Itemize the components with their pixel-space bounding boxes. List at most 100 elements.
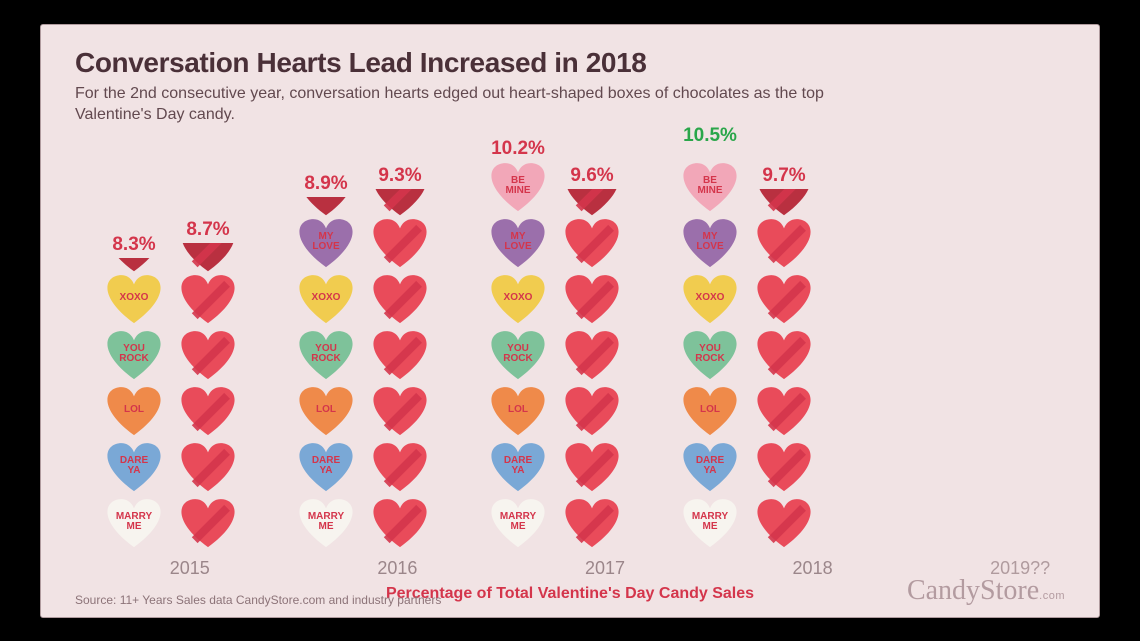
- conversation-heart: XOXO: [105, 274, 163, 326]
- chocolate-hearts-column: 9.3%: [371, 165, 429, 550]
- chocolate-pct-label: 8.7%: [186, 219, 229, 241]
- chocolate-heart: [371, 386, 429, 438]
- heart-label: LOL: [700, 405, 720, 415]
- conversation-hearts-stack: XOXOYOU ROCK LOL DARE YA MARRY ME: [105, 274, 163, 550]
- conversation-heart: LOL: [489, 386, 547, 438]
- year-group: 10.2% BE MINE MY LOVE XOXO YOU ROCK LOL DARE Y…: [489, 138, 621, 550]
- partial-heart: [371, 189, 429, 218]
- conversation-pct-label: 8.3%: [112, 234, 155, 256]
- chocolate-heart: [563, 330, 621, 382]
- chart-area: 8.3%XOXOYOU ROCKLOLDARE YAMARRY ME8.7% 8…: [75, 140, 1065, 550]
- conversation-heart: BE MINE: [489, 162, 547, 214]
- chocolate-heart: [179, 330, 237, 382]
- conversation-heart: MARRY ME: [489, 498, 547, 550]
- conversation-heart: MARRY ME: [297, 498, 355, 550]
- conversation-heart: MARRY ME: [681, 498, 739, 550]
- conversation-heart: XOXO: [681, 274, 739, 326]
- brand-name: CandyStore: [907, 575, 1039, 606]
- year-group: 10.5%BE MINEMY LOVEXOXOYOU ROCKLOLDARE Y…: [681, 125, 813, 550]
- heart-label: MARRY ME: [692, 512, 728, 532]
- heart-label: YOU ROCK: [695, 344, 724, 364]
- year-group: 8.3% XOXOYOU ROCK LOL DARE YA MARRY ME 8.7%: [105, 219, 237, 550]
- chocolate-heart: [563, 386, 621, 438]
- chocolate-heart: [371, 498, 429, 550]
- conversation-heart: YOU ROCK: [489, 330, 547, 382]
- heart-label: YOU ROCK: [311, 344, 340, 364]
- heart-label: MY LOVE: [312, 232, 339, 252]
- chocolate-hearts-stack: [755, 218, 813, 550]
- heart-label: BE MINE: [506, 176, 531, 196]
- chocolate-heart: [755, 218, 813, 270]
- footer: Source: 11+ Years Sales data CandyStore.…: [75, 575, 1065, 607]
- conversation-hearts-column: 8.3% XOXOYOU ROCK LOL DARE YA MARRY ME: [105, 234, 163, 550]
- conversation-heart: LOL: [297, 386, 355, 438]
- partial-heart: [105, 258, 163, 274]
- conversation-heart: LOL: [105, 386, 163, 438]
- heart-label: MY LOVE: [504, 232, 531, 252]
- heart-label: XOXO: [504, 293, 533, 303]
- conversation-hearts-column: 8.9% MY LOVE XOXO YOU ROCK LOL DARE YA MARRY M…: [297, 173, 355, 550]
- heart-label: MARRY ME: [500, 512, 536, 532]
- chocolate-pct-label: 9.7%: [762, 165, 805, 187]
- chocolate-hearts-column: 8.7%: [179, 219, 237, 550]
- heart-label: YOU ROCK: [503, 344, 532, 364]
- heart-label: MARRY ME: [116, 512, 152, 532]
- heart-label: XOXO: [312, 293, 341, 303]
- partial-heart: [179, 243, 237, 274]
- chart-title: Conversation Hearts Lead Increased in 20…: [75, 47, 1065, 79]
- chocolate-heart: [179, 386, 237, 438]
- chocolate-heart: [371, 218, 429, 270]
- brand-suffix: .com: [1039, 590, 1065, 602]
- chocolate-heart: [563, 498, 621, 550]
- conversation-hearts-stack: BE MINEMY LOVEXOXOYOU ROCKLOLDARE YAMARR…: [681, 162, 739, 550]
- heart-label: DARE YA: [312, 456, 340, 476]
- source-text: Source: 11+ Years Sales data CandyStore.…: [75, 593, 441, 607]
- partial-heart: [681, 149, 739, 162]
- chocolate-heart: [371, 442, 429, 494]
- chocolate-hearts-stack: [371, 218, 429, 550]
- conversation-heart: MARRY ME: [105, 498, 163, 550]
- infographic-card: Conversation Hearts Lead Increased in 20…: [40, 24, 1100, 618]
- partial-heart: [297, 197, 355, 218]
- conversation-pct-label: 10.2%: [491, 138, 545, 160]
- heart-label: MARRY ME: [308, 512, 344, 532]
- conversation-heart: YOU ROCK: [681, 330, 739, 382]
- conversation-heart: DARE YA: [297, 442, 355, 494]
- conversation-heart: MY LOVE: [489, 218, 547, 270]
- chocolate-hearts-column: 9.7%: [755, 165, 813, 550]
- chocolate-pct-label: 9.6%: [570, 165, 613, 187]
- conversation-heart: YOU ROCK: [105, 330, 163, 382]
- conversation-heart: DARE YA: [105, 442, 163, 494]
- heart-label: XOXO: [696, 293, 725, 303]
- conversation-heart: YOU ROCK: [297, 330, 355, 382]
- chocolate-heart: [563, 218, 621, 270]
- year-group: 8.9% MY LOVE XOXO YOU ROCK LOL DARE YA MARRY M…: [297, 165, 429, 550]
- conversation-heart: XOXO: [297, 274, 355, 326]
- chart-subtitle: For the 2nd consecutive year, conversati…: [75, 83, 895, 126]
- chocolate-heart: [755, 274, 813, 326]
- conversation-hearts-stack: MY LOVE XOXO YOU ROCK LOL DARE YA MARRY ME: [297, 218, 355, 550]
- chocolate-heart: [755, 442, 813, 494]
- heart-label: DARE YA: [120, 456, 148, 476]
- heart-label: LOL: [508, 405, 528, 415]
- conversation-pct-label: 8.9%: [304, 173, 347, 195]
- conversation-hearts-column: 10.2% BE MINE MY LOVE XOXO YOU ROCK LOL DARE Y…: [489, 138, 547, 550]
- heart-label: LOL: [316, 405, 336, 415]
- chocolate-pct-label: 9.3%: [378, 165, 421, 187]
- partial-heart: [755, 189, 813, 218]
- conversation-heart: XOXO: [489, 274, 547, 326]
- chocolate-heart: [179, 274, 237, 326]
- partial-heart: [563, 189, 621, 218]
- chocolate-heart: [755, 498, 813, 550]
- chocolate-heart: [371, 274, 429, 326]
- chocolate-heart: [179, 498, 237, 550]
- conversation-heart: DARE YA: [681, 442, 739, 494]
- conversation-pct-label: 10.5%: [683, 125, 737, 147]
- conversation-heart: DARE YA: [489, 442, 547, 494]
- chocolate-hearts-stack: [179, 274, 237, 550]
- chocolate-heart: [755, 330, 813, 382]
- chocolate-heart: [563, 274, 621, 326]
- conversation-hearts-column: 10.5%BE MINEMY LOVEXOXOYOU ROCKLOLDARE Y…: [681, 125, 739, 550]
- chocolate-heart: [371, 330, 429, 382]
- heart-label: LOL: [124, 405, 144, 415]
